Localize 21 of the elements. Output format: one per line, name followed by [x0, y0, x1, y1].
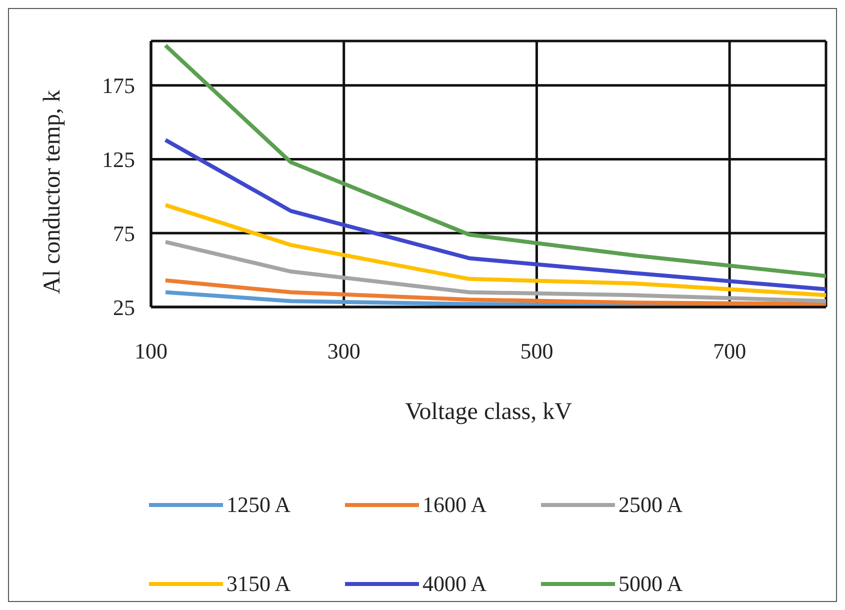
line-series	[163, 240, 826, 304]
y-axis-title: Al conductor temp, k	[40, 90, 66, 294]
y-tick-label: 25	[113, 294, 135, 320]
y-tick-label: 75	[113, 220, 135, 246]
legend-label: 1600 A	[422, 492, 487, 518]
y-tick-label: 125	[102, 147, 135, 172]
legend-label: 2500 A	[618, 492, 683, 518]
line-series	[163, 138, 826, 292]
legend-label: 1250 A	[226, 492, 291, 518]
line-series	[163, 203, 826, 298]
line-series	[163, 278, 826, 306]
x-tick-label: 100	[134, 338, 168, 364]
x-tick-label: 700	[713, 338, 746, 364]
legend-label: 4000 A	[422, 571, 487, 597]
line-series	[163, 43, 826, 278]
legend-label: 5000 A	[618, 571, 683, 597]
y-tick-label: 175	[102, 73, 135, 98]
x-tick-label: 300	[327, 338, 360, 364]
legend-label: 3150 A	[226, 571, 291, 597]
x-axis-title: Voltage class, kV	[405, 399, 573, 425]
x-tick-label: 500	[520, 338, 554, 364]
